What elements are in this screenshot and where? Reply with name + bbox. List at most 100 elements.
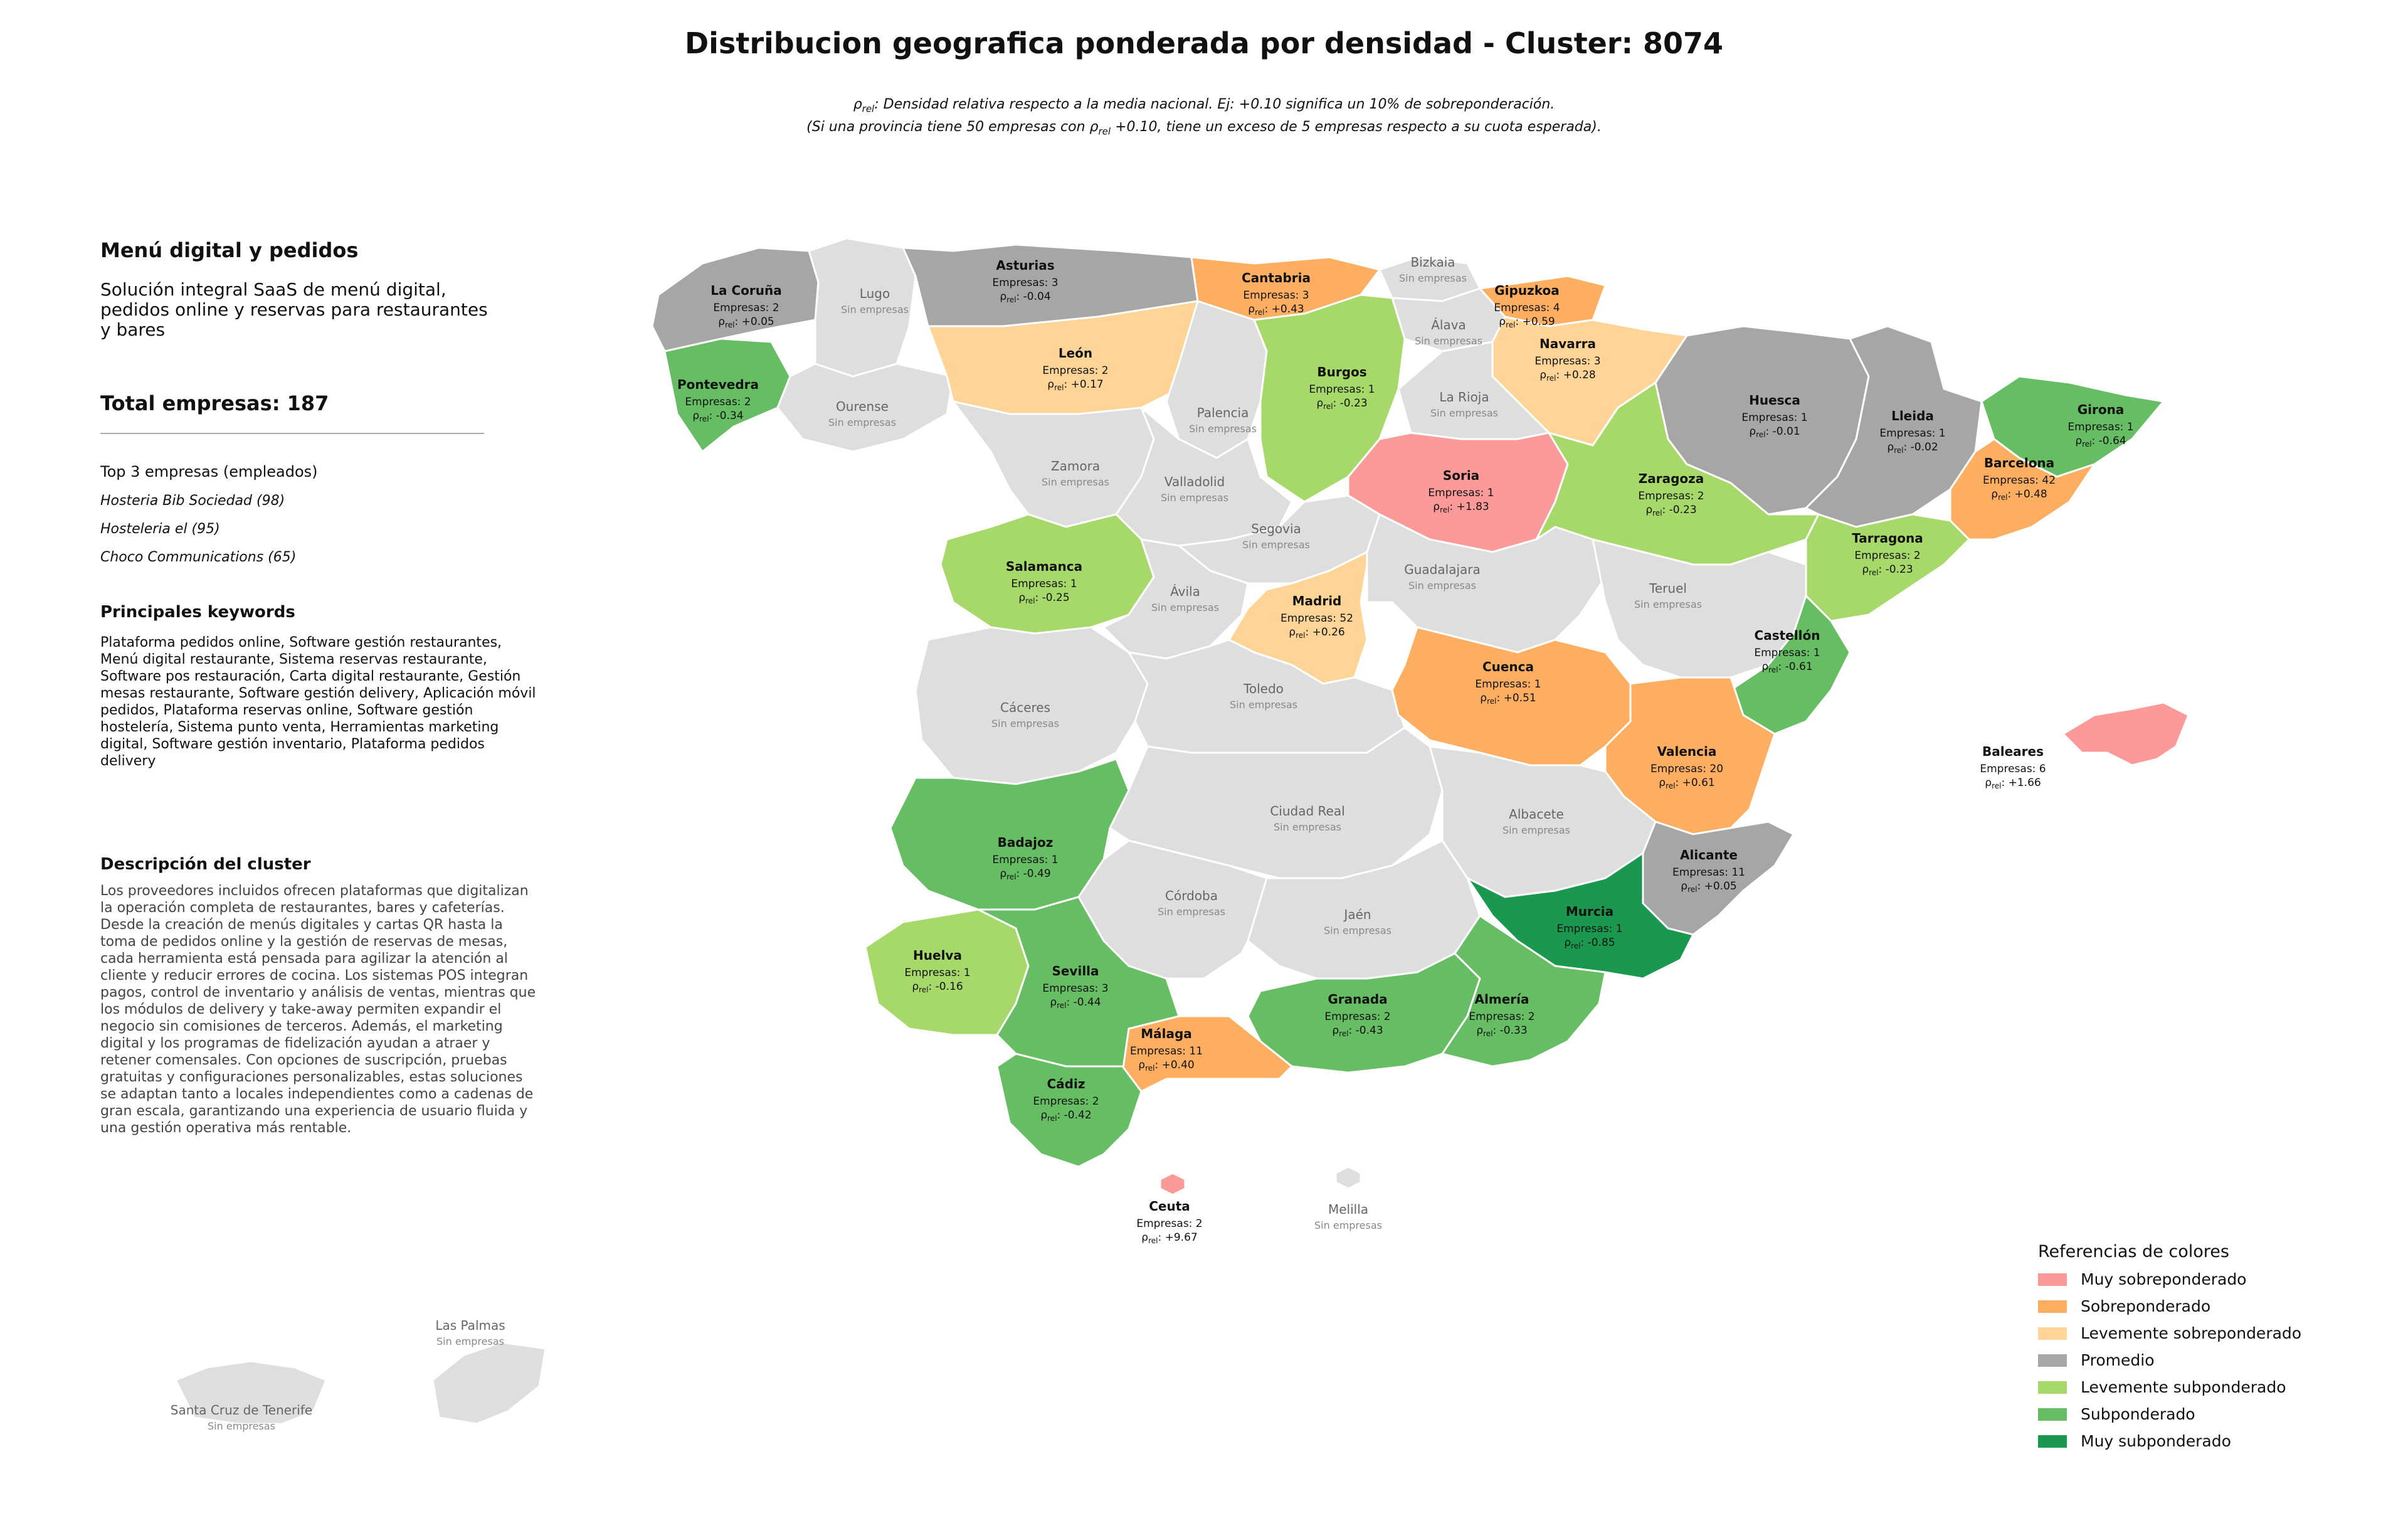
province-ceuta [1159,1172,1186,1196]
province-name: Huelva [913,948,962,963]
keywords-list: Plataforma pedidos online, Software gest… [100,635,536,769]
province-rho: ρrel: -0.04 [1000,290,1050,304]
province-count: Empresas: 3 [992,277,1058,289]
info-sidebar: Menú digital y pedidos Solución integral… [100,238,552,1137]
province-count: Empresas: 6 [1980,763,2046,775]
province-rho: ρrel: -0.34 [692,410,743,423]
province-count: Empresas: 2 [1469,1011,1534,1023]
province-name: Castellón [1755,628,1820,643]
legend-swatch [2038,1354,2067,1367]
province-name: Ceuta [1149,1199,1190,1214]
rho-subscript: rel [862,103,875,115]
province-name: Córdoba [1165,888,1218,903]
province-count: Empresas: 2 [1136,1218,1202,1230]
province-name: Las Palmas [435,1318,505,1333]
province-name: La Rioja [1439,390,1489,405]
province-empty-label: Sin empresas [208,1420,275,1432]
province-name: Cuenca [1482,659,1534,674]
province-count: Empresas: 1 [1879,427,1945,440]
top-companies-label: Top 3 empresas (empleados) [100,463,318,480]
subtitle-text: (Si una provincia tiene 50 empresas con … [806,119,1099,135]
province-name: Sevilla [1052,963,1099,979]
province-count: Empresas: 1 [1428,487,1494,499]
province-name: Málaga [1141,1026,1192,1041]
province-rho: ρrel: +0.05 [718,316,774,329]
province-name: León [1059,346,1092,361]
province-empty-label: Sin empresas [1502,824,1570,836]
province-name: Melilla [1328,1202,1368,1217]
province-empty-label: Sin empresas [1274,821,1341,833]
province-name: Álava [1431,317,1466,332]
province-count: Empresas: 1 [1556,923,1622,935]
province-count: Empresas: 11 [1672,866,1745,879]
province-name: Palencia [1197,405,1249,420]
province-name: Gipuzkoa [1494,283,1559,298]
province-rho: ρrel: -0.49 [1000,867,1050,881]
province-name: Zaragoza [1639,471,1704,486]
color-legend: Referencias de colores Muy sobreponderad… [2038,1242,2364,1450]
province-name: Santa Cruz de Tenerife [171,1403,312,1418]
province-guadalajara [1366,512,1607,654]
total-companies: Total empresas: 187 [100,391,329,415]
province-empty-label: Sin empresas [1408,580,1476,592]
province-name: Granada [1328,992,1387,1007]
province-labels: La Coruña Empresas: 2 ρrel: +0.05 Lugo Sin e… [171,255,2134,1432]
legend-item: Sobreponderado [2038,1297,2364,1315]
province-count: Empresas: 1 [992,854,1058,866]
province-rho: ρrel: -0.02 [1887,441,1938,455]
province-name: Ourense [836,399,889,414]
legend-swatch [2038,1381,2067,1394]
province-rho: ρrel: -0.61 [1761,661,1812,674]
map-subtitle: ρrel: Densidad relativa respecto a la me… [0,95,2408,141]
province-rho: ρrel: +0.61 [1659,777,1714,790]
province-count: Empresas: 20 [1650,763,1723,775]
province-count: Empresas: 3 [1042,982,1108,995]
province-empty-label: Sin empresas [1634,598,1702,610]
province-name: Ciudad Real [1270,804,1344,819]
legend-label: Muy subponderado [2081,1432,2231,1450]
province-name: Valladolid [1164,474,1225,489]
province-count: Empresas: 2 [1033,1095,1099,1108]
province-count: Empresas: 1 [1475,678,1541,691]
province-count: Empresas: 3 [1243,289,1309,302]
legend-item: Levemente sobreponderado [2038,1324,2364,1342]
legend-item: Levemente subponderado [2038,1378,2364,1396]
province-count: Empresas: 1 [1309,383,1375,396]
subtitle-text: : Densidad relativa respecto a la media … [874,97,1555,112]
legend-label: Sobreponderado [2081,1297,2211,1315]
province-rho: ρrel: +0.43 [1248,303,1304,317]
province-name: Segovia [1251,521,1301,536]
province-count: Empresas: 2 [713,302,779,314]
top-company: Hosteleria el (95) [100,521,220,537]
legend-swatch [2038,1300,2067,1313]
cluster-name: Menú digital y pedidos [100,238,359,262]
province-melilla [1334,1165,1362,1190]
province-toledo [1127,639,1406,754]
province-name: Badajoz [998,835,1054,850]
province-empty-label: Sin empresas [841,304,909,316]
province-name: Teruel [1649,581,1687,596]
province-empty-label: Sin empresas [1415,335,1482,347]
province-name: Huesca [1749,393,1800,408]
province-name: Bizkaia [1410,255,1455,270]
province-name: Pontevedra [677,377,759,392]
province-name: Valencia [1657,744,1717,759]
province-name: Zamora [1051,459,1100,474]
legend-label: Subponderado [2081,1405,2195,1423]
province-rho: ρrel: +1.66 [1985,777,2041,790]
province-name: La Coruña [710,283,781,298]
province-rho: ρrel: +0.26 [1289,626,1344,640]
province-count: Empresas: 2 [1638,490,1704,502]
province-rho: ρrel: +0.28 [1539,369,1595,383]
province-name: Baleares [1982,744,2044,759]
subtitle-line-1: ρrel: Densidad relativa respecto a la me… [0,95,2408,118]
province-name: Albacete [1509,807,1564,822]
province-rho: ρrel: +0.59 [1499,316,1555,329]
province-rho: ρrel: -0.23 [1862,563,1913,577]
province-name: Girona [2078,402,2125,417]
province-name: Burgos [1317,364,1366,379]
province-name: Ávila [1170,584,1200,599]
province-name: Lleida [1891,408,1934,423]
legend-swatch [2038,1435,2067,1448]
province-c-ceres [914,626,1149,785]
